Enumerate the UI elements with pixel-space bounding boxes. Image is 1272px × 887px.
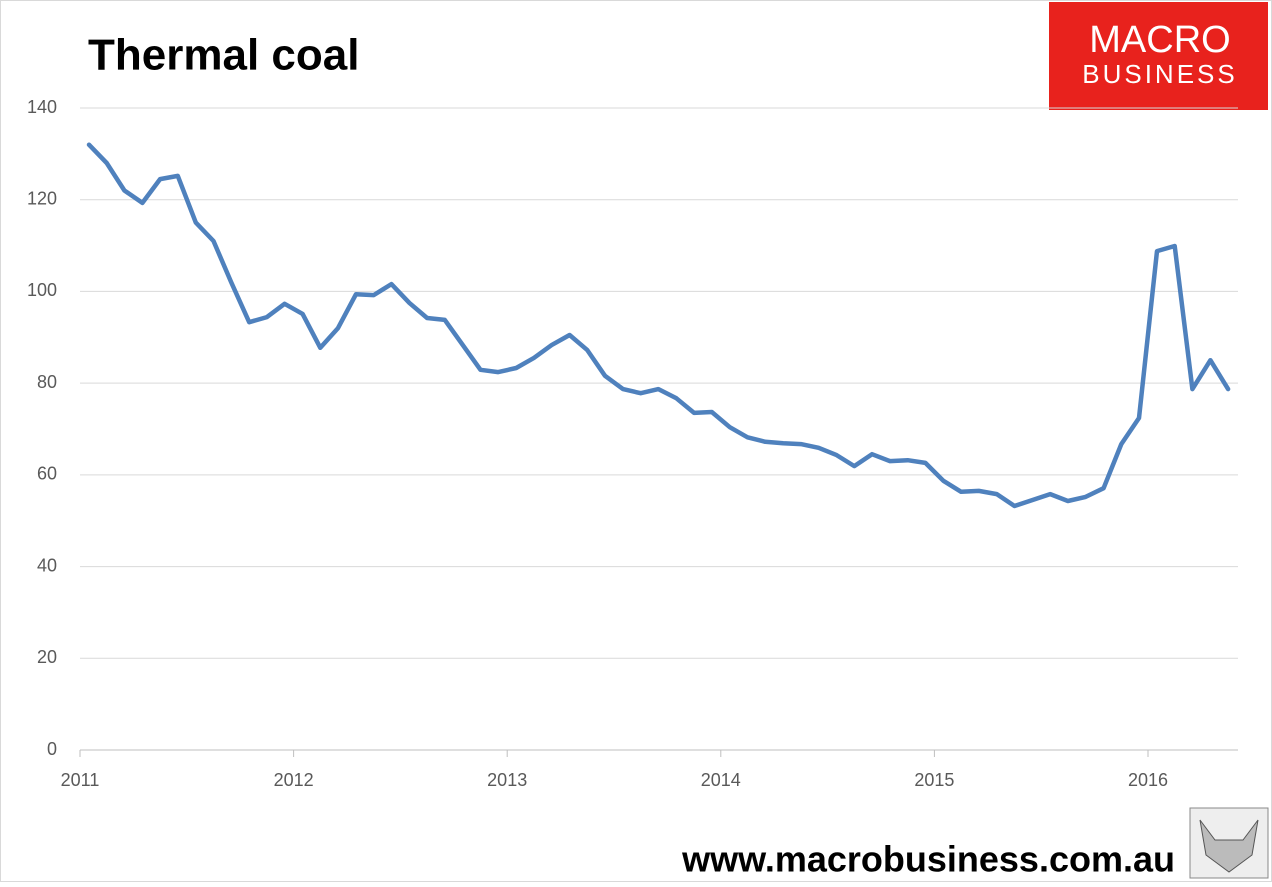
x-tick-label: 2012 [274,770,314,790]
logo-text: BUSINESS [1082,59,1238,89]
x-tick-label: 2013 [487,770,527,790]
x-tick-label: 2015 [914,770,954,790]
chart-title: Thermal coal [88,31,359,80]
y-tick-label: 20 [37,647,57,667]
y-tick-label: 40 [37,555,57,575]
logo-text: MACRO [1089,19,1230,61]
footer-url: www.macrobusiness.com.au [681,839,1175,880]
y-tick-label: 120 [27,188,57,208]
y-tick-label: 60 [37,464,57,484]
y-tick-label: 140 [27,97,57,117]
x-tick-label: 2014 [701,770,741,790]
data-line [86,142,1231,509]
y-tick-label: 80 [37,372,57,392]
y-tick-label: 0 [47,739,57,759]
x-tick-label: 2016 [1128,770,1168,790]
fox-icon [1199,819,1259,873]
logo-box [1049,2,1268,110]
y-tick-label: 100 [27,280,57,300]
x-tick-label: 2011 [61,770,100,790]
